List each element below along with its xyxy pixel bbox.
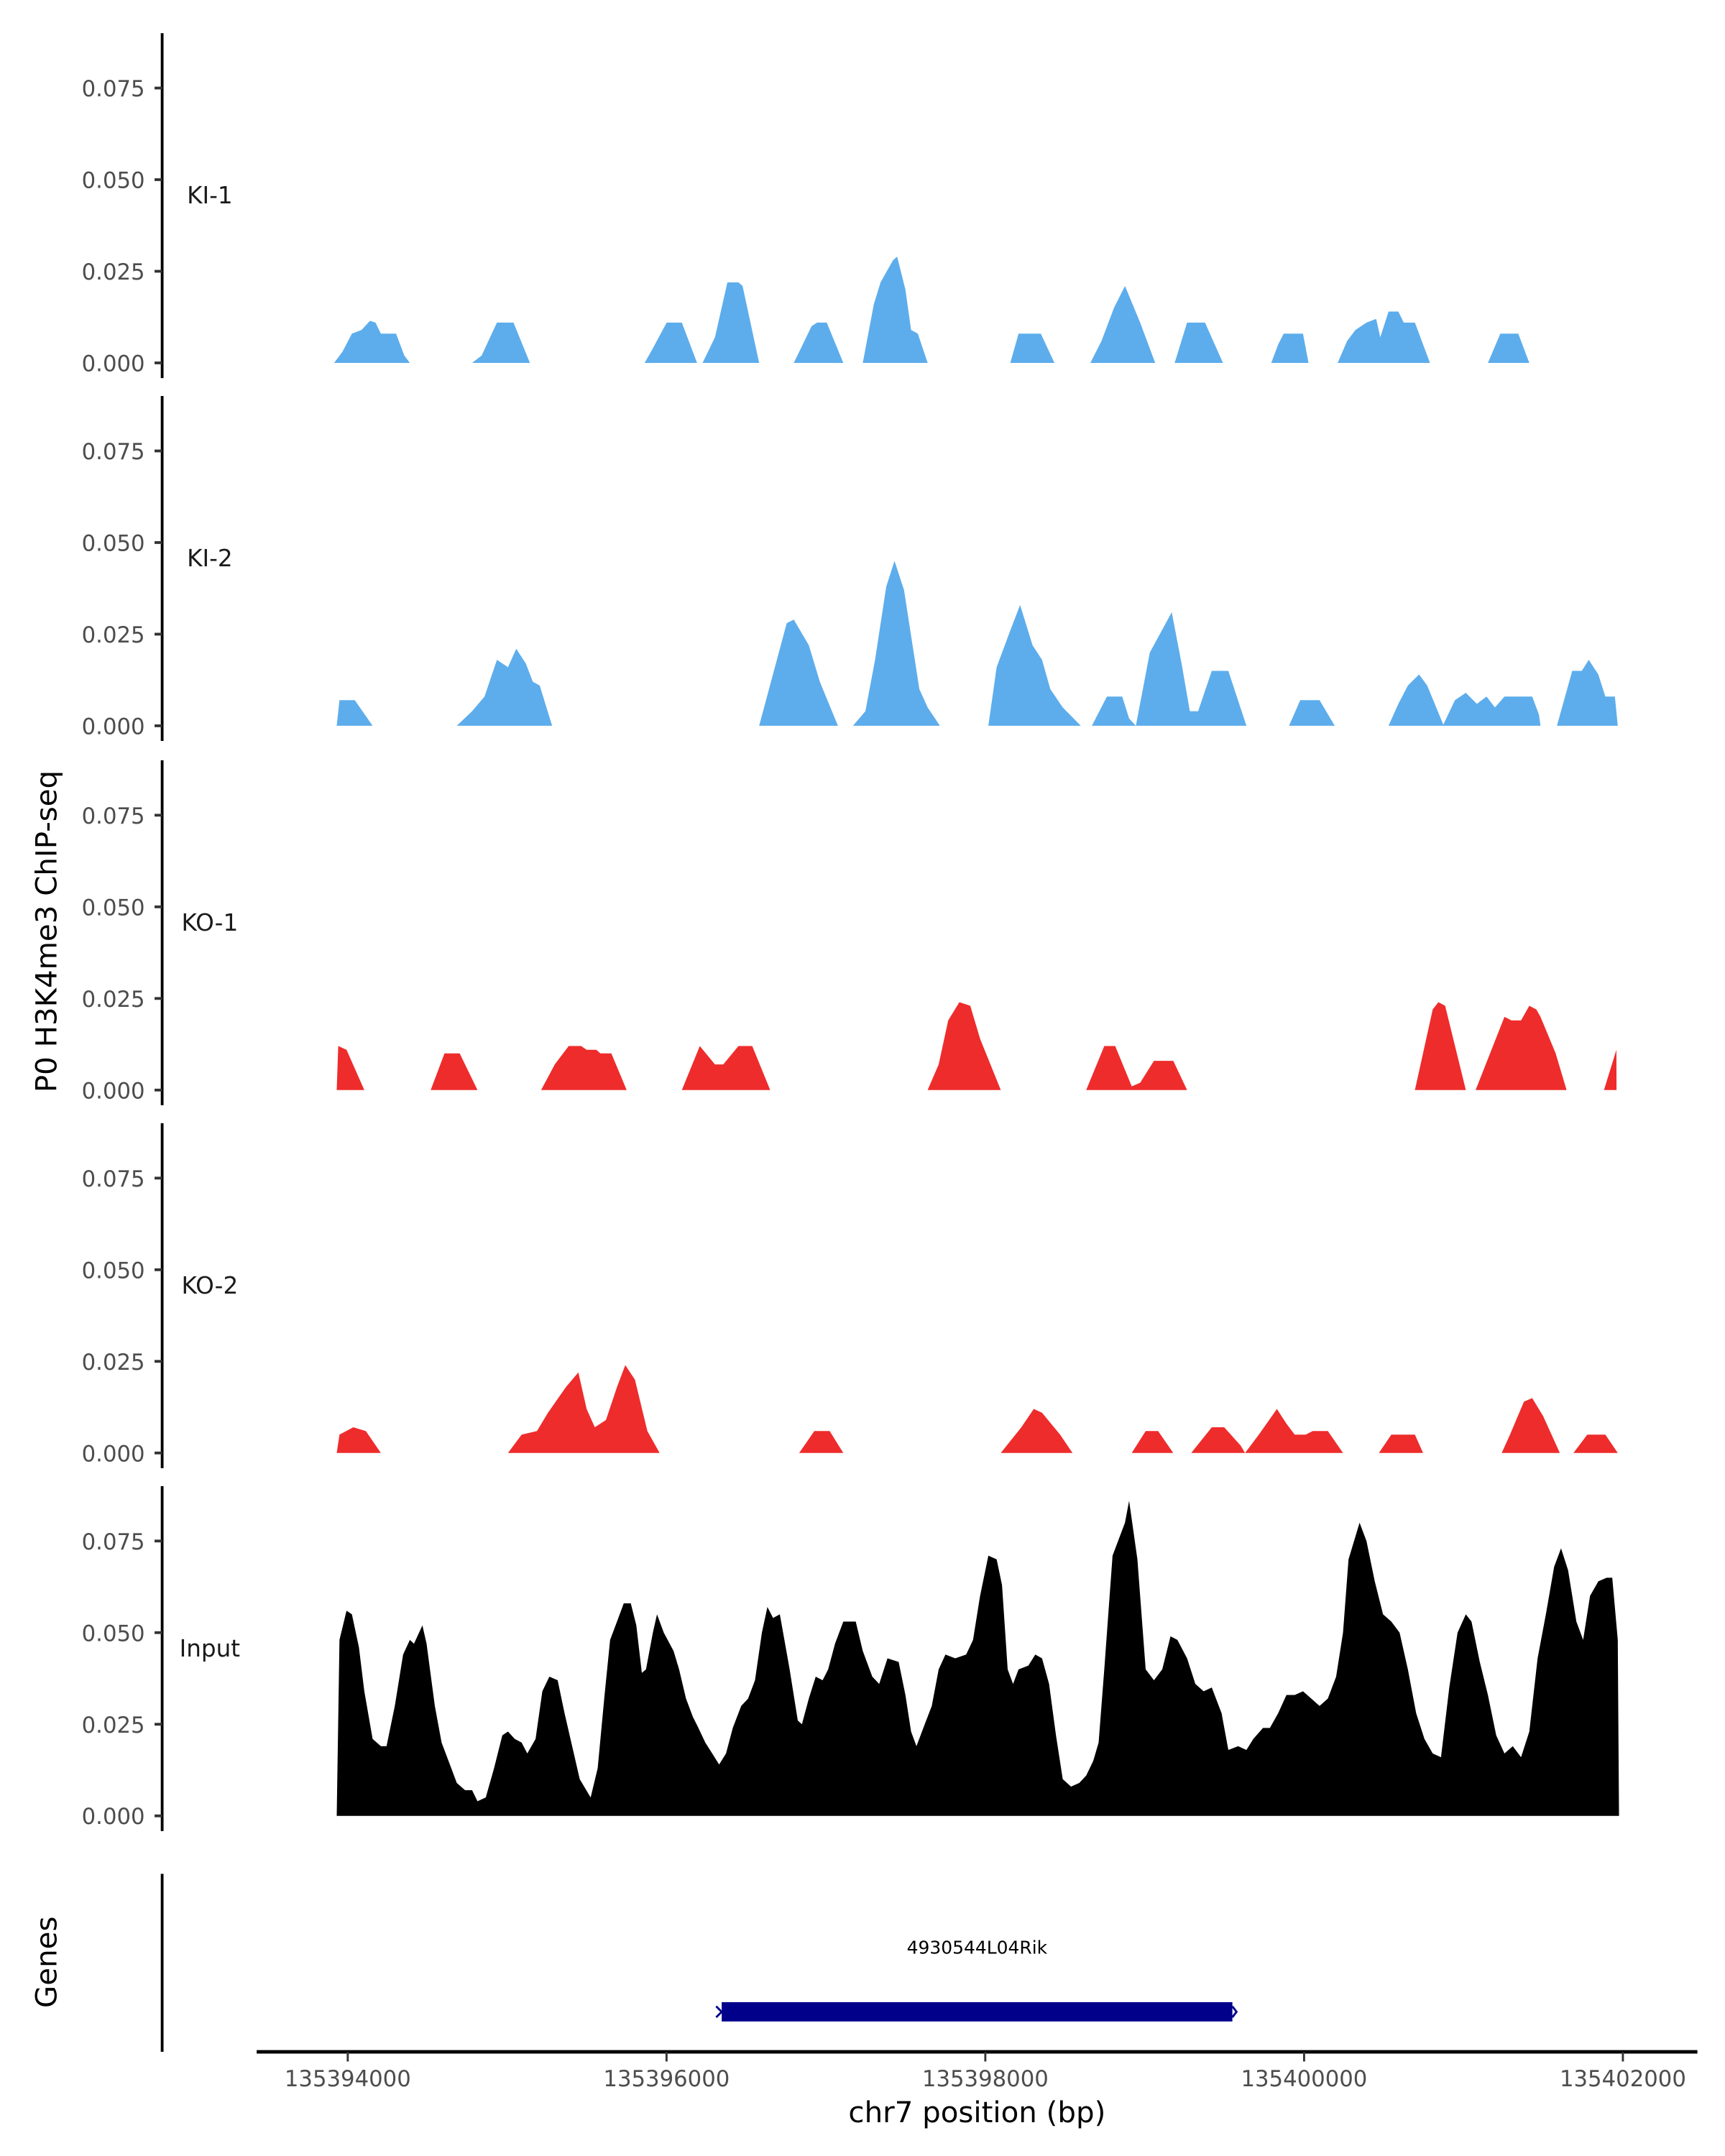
y-tick-label: 0.050 (82, 1258, 145, 1284)
gene-label: 4930544L04Rik (907, 1938, 1048, 1958)
signal-area (794, 322, 844, 363)
signal-area (336, 1501, 1619, 1816)
strand-arrow-icon (715, 2005, 724, 2019)
track-label: KO-1 (181, 909, 238, 936)
y-tick-label: 0.050 (82, 895, 145, 921)
signal-area (472, 322, 530, 363)
gene-body (722, 2001, 1233, 2022)
signal-area (1086, 1046, 1187, 1090)
signal-area (988, 604, 1081, 726)
signal-area (1131, 1431, 1174, 1453)
y-tick-label: 0.025 (82, 622, 145, 648)
y-tick-label: 0.025 (82, 1713, 145, 1738)
track-panel-ki-2: 0.000 0.025 0.050 0.075 KI-2 (82, 396, 1618, 742)
signal-area (1557, 660, 1618, 726)
signal-area (862, 257, 928, 363)
signal-area (759, 619, 838, 726)
track-label: KI-1 (187, 182, 233, 209)
strand-arrow-icon (1231, 2005, 1238, 2018)
signal-area (852, 561, 940, 726)
signal-area (702, 282, 760, 363)
x-tick-label: 135398000 (922, 2066, 1049, 2092)
y-tick-label: 0.050 (82, 1621, 145, 1646)
signal-area (1271, 333, 1309, 363)
signal-area (540, 1046, 627, 1090)
x-tick-label: 135394000 (285, 2066, 411, 2092)
signal-area (1010, 333, 1055, 363)
signal-area (1501, 1398, 1560, 1453)
signal-area (927, 1002, 1001, 1090)
track-panel-ko-1: 0.000 0.025 0.050 0.075 KO-1 (82, 760, 1617, 1105)
gene-track: 4930544L04Rik (715, 1938, 1238, 2022)
x-axis-title: chr7 position (bp) (848, 2096, 1105, 2129)
signal-area (1245, 1409, 1343, 1453)
y-tick-label: 0.000 (82, 714, 145, 740)
y-tick-label: 0.025 (82, 987, 145, 1013)
signal-area (799, 1431, 844, 1453)
track-label: KO-2 (181, 1272, 238, 1299)
signal-area (1136, 612, 1247, 726)
y-tick-label: 0.025 (82, 259, 145, 285)
signal-area (644, 322, 697, 363)
signal-area (1174, 322, 1223, 363)
track-label: KI-2 (187, 545, 233, 572)
signal-area (1289, 700, 1335, 726)
gene-panel-title: Genes (30, 1917, 64, 2008)
signal-area (1090, 285, 1156, 363)
y-tick-label: 0.075 (82, 1529, 145, 1555)
signal-area (681, 1046, 770, 1090)
y-tick-label: 0.075 (82, 1166, 145, 1192)
x-axis-ticks: 135394000 135396000 135398000 135400000 1354… (285, 2052, 1686, 2092)
y-tick-label: 0.000 (82, 1804, 145, 1830)
y-tick-label: 0.075 (82, 76, 145, 102)
y-tick-label: 0.000 (82, 1078, 145, 1104)
signal-area (1414, 1002, 1466, 1090)
signal-area (1388, 674, 1444, 726)
y-tick-label: 0.075 (82, 439, 145, 465)
signal-area (1000, 1409, 1073, 1453)
y-tick-label: 0.000 (82, 351, 145, 377)
signal-area (1476, 1005, 1567, 1090)
signal-area (336, 1427, 381, 1453)
signal-area (1604, 1049, 1617, 1090)
signal-area (336, 700, 373, 726)
x-tick-label: 135402000 (1560, 2066, 1686, 2092)
y-tick-label: 0.075 (82, 803, 145, 829)
track-panel-input: 0.000 0.025 0.050 0.075 Input (82, 1485, 1619, 1831)
track-label: Input (180, 1635, 241, 1662)
x-tick-label: 135400000 (1241, 2066, 1367, 2092)
signal-area (1191, 1427, 1246, 1453)
y-axis-title: P0 H3K4me3 ChIP-seq (30, 770, 64, 1092)
signal-area (334, 321, 410, 363)
signal-area (456, 648, 553, 726)
signal-area (1573, 1434, 1618, 1453)
y-tick-label: 0.050 (82, 168, 145, 194)
x-tick-label: 135396000 (603, 2066, 730, 2092)
y-tick-label: 0.025 (82, 1350, 145, 1376)
signal-area (507, 1365, 660, 1453)
signal-area (336, 1046, 364, 1090)
signal-area (1338, 311, 1430, 363)
y-tick-label: 0.050 (82, 530, 145, 556)
y-tick-label: 0.000 (82, 1441, 145, 1467)
track-panel-ko-2: 0.000 0.025 0.050 0.075 KO-2 (82, 1123, 1618, 1468)
signal-area (1443, 693, 1541, 726)
signal-area (1488, 333, 1530, 363)
track-panel-ki-1: 0.000 0.025 0.050 0.075 KI-1 (82, 33, 1530, 379)
signal-area (1379, 1434, 1423, 1453)
track-panels: 0.0000.0250.0500.075KI-10.0000.0250.0500… (82, 33, 1619, 1831)
signal-area (431, 1053, 478, 1090)
signal-area (1092, 696, 1136, 726)
